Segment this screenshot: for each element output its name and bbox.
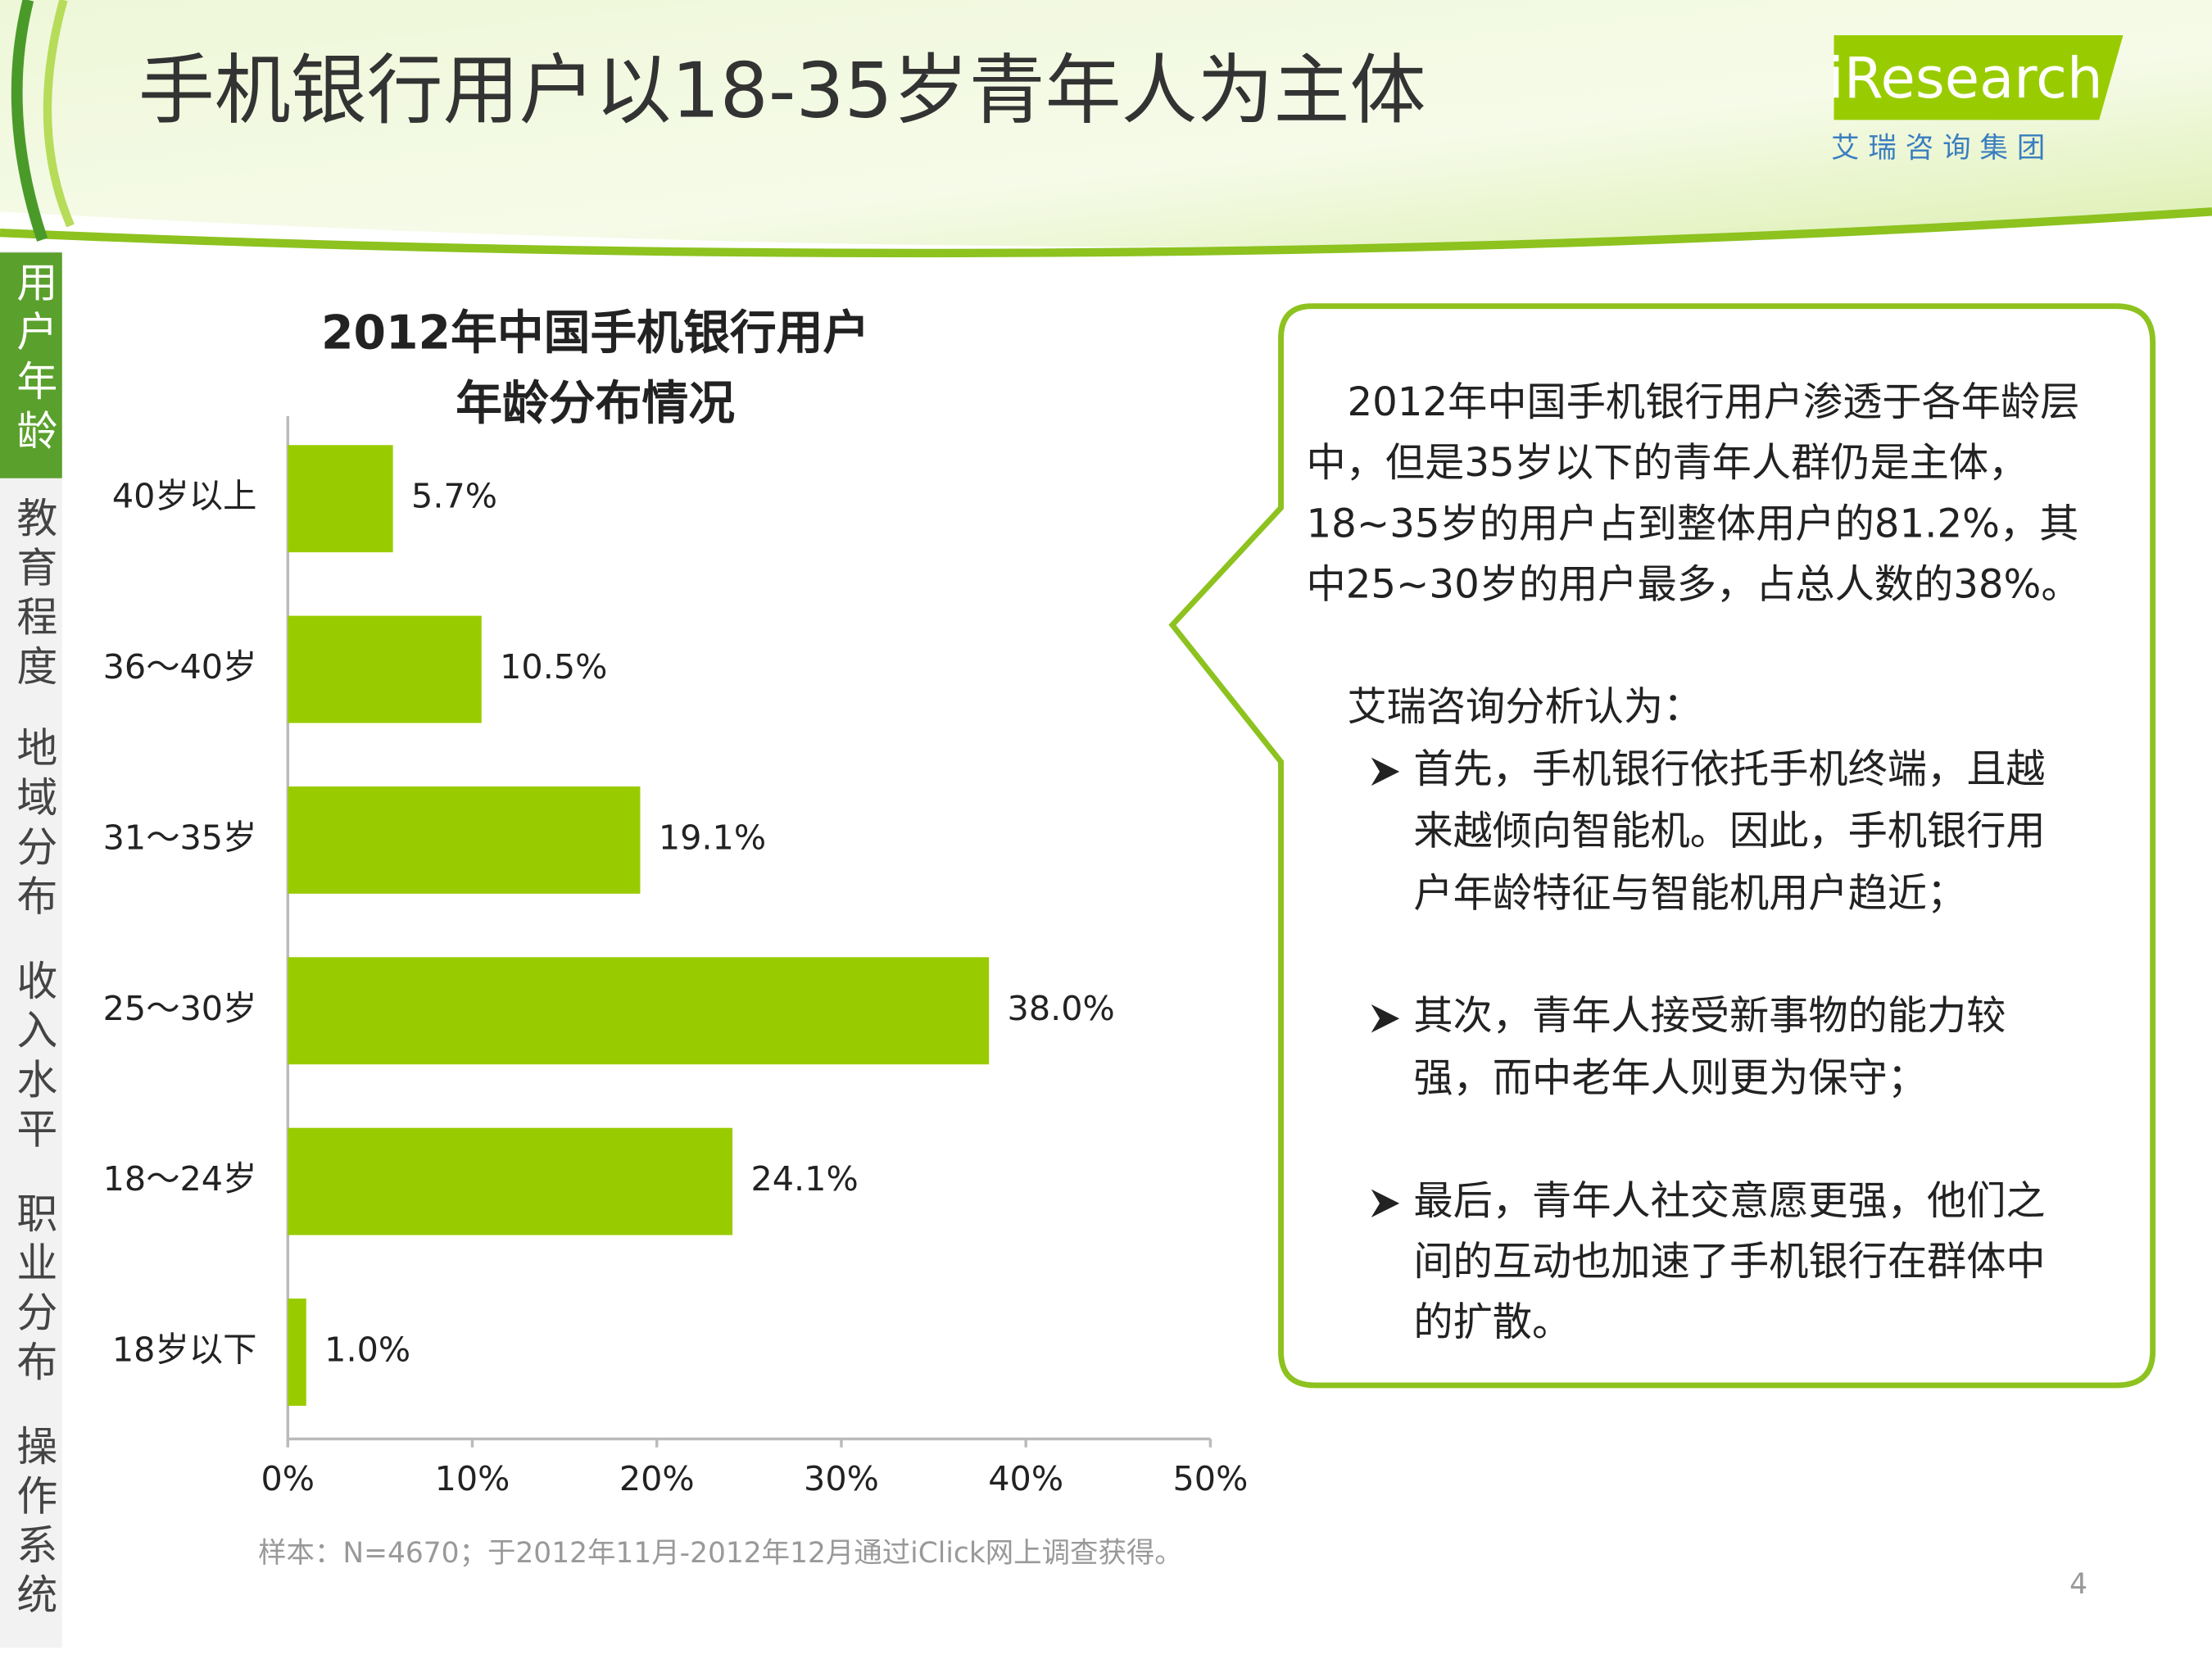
bubble-text: 中25~30岁的用户最多，占总人数的38%。: [1307, 561, 2081, 607]
deco: [11, 0, 48, 242]
bar: [288, 615, 482, 723]
sidebar-tab-active: [0, 252, 62, 478]
header-swoosh: [0, 207, 2212, 258]
value-label: 5.7%: [411, 477, 497, 516]
logo: iResearch: [1829, 46, 2103, 111]
bubble-point: 间的互动也加速了手机银行在群体中: [1413, 1239, 2045, 1285]
bubble-point: 的扩散。: [1413, 1299, 1571, 1345]
bubble-text: 18~35岁的用户占到整体用户的81.2%，其: [1307, 501, 2079, 546]
logo-bg: [1834, 35, 2124, 120]
sidebar-tab[interactable]: 用户年龄: [10, 261, 57, 459]
bar: [288, 1127, 733, 1235]
page-number: 4: [2069, 1568, 2087, 1601]
chart-title: 年龄分布情况: [456, 377, 735, 431]
x-tick-label: 10%: [435, 1459, 510, 1498]
chart-title: 2012年中国手机银行用户: [321, 306, 869, 360]
sidebar-tab[interactable]: 教育程度: [10, 496, 57, 694]
y-tick-label: 31～35岁: [103, 818, 257, 857]
bubble-point: 其次，青年人接受新事物的能力较: [1413, 993, 2006, 1039]
sidebar-tab[interactable]: 职业分布: [10, 1192, 57, 1389]
x-tick-label: 30%: [804, 1459, 879, 1498]
y-tick-label: 18～24岁: [103, 1159, 257, 1199]
y-tick-label: 25～30岁: [103, 989, 257, 1028]
footnote: 样本：N=4670；于2012年11月-2012年12月通过iClick网上调查…: [258, 1537, 1183, 1570]
bullet-arrow: [1371, 757, 1400, 786]
y-tick-label: 18岁以下: [112, 1330, 257, 1369]
logo-sub: 艾 瑞 咨 询 集 团: [1831, 132, 2045, 165]
bubble-text: 2012年中国手机银行用户渗透于各年龄层: [1347, 379, 2079, 425]
bubble-point: 首先，手机银行依托手机终端，且越: [1413, 746, 2045, 792]
sidebar: [0, 251, 62, 1648]
x-tick-label: 40%: [988, 1459, 1063, 1498]
bullet-arrow: [1371, 1004, 1400, 1033]
x-tick-label: 0%: [261, 1459, 315, 1498]
deco: [43, 0, 75, 228]
page-title: 手机银行用户以18-35岁青年人为主体: [138, 46, 1426, 134]
bullet-arrow: [1371, 1189, 1400, 1218]
sidebar-tab[interactable]: 操作系统: [10, 1425, 57, 1622]
bar: [288, 957, 990, 1065]
y-tick-label: 40岁以上: [112, 477, 257, 516]
sidebar-tab[interactable]: 收入水平: [10, 959, 57, 1157]
speech-bubble: [1168, 303, 2156, 1389]
bar: [288, 445, 393, 553]
x-tick-label: 50%: [1173, 1459, 1249, 1498]
bubble-point: 来越倾向智能机。因此，手机银行用: [1413, 809, 2045, 854]
y-tick-label: 36～40岁: [103, 647, 257, 687]
bubble-point: 强，而中老年人则更为保守；: [1413, 1055, 1927, 1101]
bubble-point: 最后，青年人社交意愿更强，他们之: [1413, 1178, 2045, 1224]
value-label: 1.0%: [324, 1330, 410, 1369]
value-label: 10.5%: [500, 647, 607, 687]
bar: [288, 1299, 306, 1406]
value-label: 24.1%: [750, 1159, 858, 1199]
bar: [288, 786, 641, 894]
sidebar-tab[interactable]: 地域分布: [10, 727, 57, 924]
x-tick-label: 20%: [619, 1459, 695, 1498]
value-label: 19.1%: [659, 818, 766, 857]
bubble-point: 户年龄特征与智能机用户趋近；: [1413, 870, 1966, 916]
header-bg: [0, 0, 2212, 247]
bubble-text: 中，但是35岁以下的青年人群仍是主体，: [1307, 440, 2028, 486]
value-label: 38.0%: [1008, 989, 1115, 1028]
bubble-lead: 艾瑞咨询分析认为：: [1347, 684, 1702, 730]
